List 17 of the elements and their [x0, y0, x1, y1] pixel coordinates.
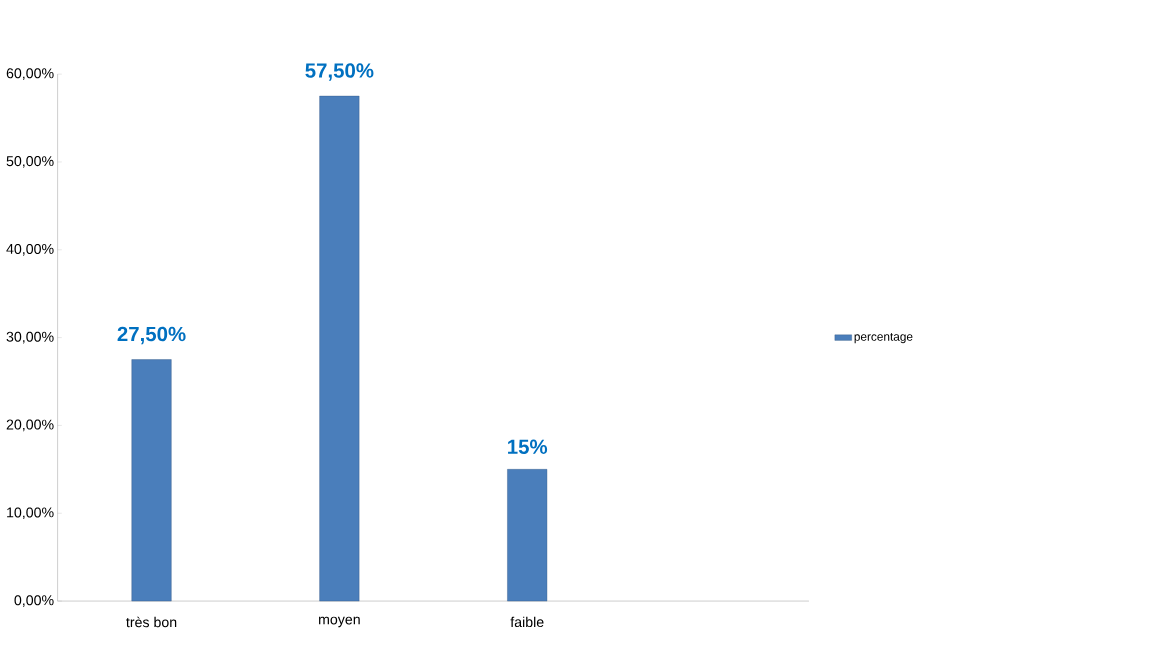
bar — [507, 468, 548, 602]
data-label: 57,50% — [305, 63, 374, 81]
y-tick-label: 10,00% — [7, 507, 54, 519]
y-tick-label: 30,00% — [6, 331, 54, 344]
data-label: 15% — [508, 439, 548, 454]
y-tick-label: 50,00% — [6, 155, 54, 168]
x-tick-label: moyen — [319, 616, 360, 628]
bar — [131, 359, 172, 602]
y-tick-label: 20,00% — [6, 419, 54, 432]
data-label: 27,50% — [117, 326, 186, 345]
bar — [319, 95, 360, 602]
y-tick-label: 60,00% — [6, 68, 54, 80]
y-tick-label: 40,00% — [6, 243, 54, 256]
x-tick-label: faible — [510, 616, 544, 627]
y-tick-label: 0,00% — [14, 595, 54, 607]
legend-label: percentage — [854, 332, 913, 343]
x-tick-label: très bon — [126, 616, 177, 628]
